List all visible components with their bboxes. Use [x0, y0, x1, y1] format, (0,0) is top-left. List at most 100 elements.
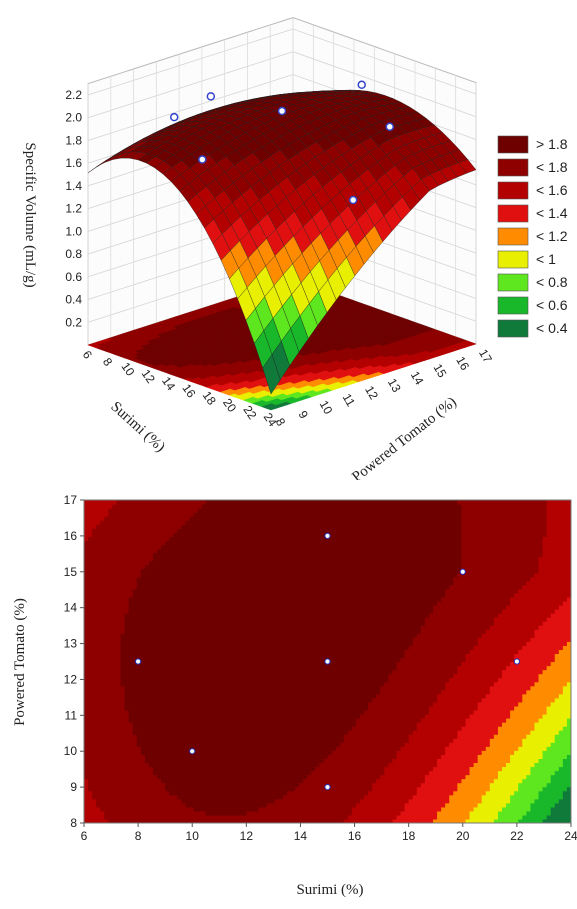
contour-cell [120, 750, 126, 755]
contour-cell [213, 633, 219, 638]
contour-cell [116, 709, 122, 715]
contour-cell [169, 568, 174, 574]
contour-cell [84, 786, 89, 792]
contour-cell [120, 657, 126, 663]
contour-cell [165, 794, 170, 800]
contour-cell [197, 794, 203, 800]
contour-cell [185, 576, 191, 582]
contour-cell [197, 536, 203, 541]
contour-cell [177, 536, 182, 541]
contour-cell [140, 613, 146, 618]
contour-cell [189, 617, 195, 622]
contour-cell [96, 508, 101, 513]
contour-cell [217, 621, 223, 626]
contour-cell [209, 766, 215, 772]
contour-cell [185, 544, 191, 550]
contour-cell [185, 673, 191, 679]
contour-cell [124, 508, 130, 513]
contour-cell [148, 770, 154, 776]
contour-cell [88, 592, 93, 598]
contour-cell [108, 592, 114, 598]
contour-cell [124, 798, 130, 804]
contour-cell [120, 814, 126, 820]
contour-cell [205, 693, 211, 699]
contour-cell [209, 588, 215, 594]
contour-cell [193, 669, 199, 675]
contour-cell [173, 609, 178, 614]
contour-cell [124, 556, 130, 562]
contour-cell [169, 802, 174, 808]
contour-cell [165, 548, 170, 554]
contour-cell [144, 568, 150, 574]
contour-cell [100, 709, 105, 715]
contour-cell [189, 774, 195, 780]
y-tick-label: 14 [408, 369, 427, 388]
contour-cell [209, 516, 215, 521]
contour-cell [140, 536, 146, 541]
contour-cell [108, 548, 114, 554]
contour-cell [88, 500, 93, 505]
contour-cell [108, 576, 114, 582]
contour-cell [128, 669, 134, 675]
z-tick-label: 1.4 [65, 179, 82, 193]
contour-cell [169, 730, 174, 735]
contour-cell [132, 713, 138, 719]
contour-cell [100, 641, 105, 646]
contour-cell [157, 633, 162, 638]
contour-cell [173, 685, 178, 691]
contour-cell [185, 580, 191, 586]
contour-cell [185, 528, 191, 533]
contour-cell [169, 504, 174, 509]
contour-cell [193, 762, 199, 768]
contour-cell [205, 524, 211, 529]
contour-cell [161, 802, 166, 808]
contour-cell [193, 613, 199, 618]
legend-swatch [497, 158, 529, 177]
contour-cell [181, 701, 187, 707]
contour-cell [136, 750, 142, 755]
contour-cell [173, 742, 178, 747]
contour-cell [205, 802, 211, 808]
contour-cell [177, 584, 182, 590]
contour-cell [88, 726, 93, 731]
contour-cell [100, 516, 105, 521]
contour-cell [148, 810, 154, 816]
contour-cell [92, 746, 97, 751]
contour-cell [88, 778, 93, 784]
contour-cell [213, 669, 219, 675]
contour-cell [185, 552, 191, 558]
contour-cell [152, 504, 158, 509]
contour-cell [209, 564, 215, 570]
contour-cell [96, 726, 101, 731]
contour-cell [193, 544, 199, 550]
contour-cell [197, 548, 203, 554]
contour-cell [112, 681, 118, 687]
contour-cell [132, 544, 138, 550]
contour-cell [177, 649, 182, 655]
contour-cell [152, 621, 158, 626]
contour-cell [104, 588, 109, 594]
contour-cell [136, 705, 142, 711]
contour-cell [104, 669, 109, 675]
contour-cell [148, 786, 154, 792]
contour-cell [112, 701, 118, 707]
contour-cell [201, 794, 207, 800]
legend-label: < 1.2 [536, 228, 568, 244]
contour-cell [140, 693, 146, 699]
contour-cell [217, 560, 223, 566]
contour-cell [173, 512, 178, 517]
contour-cell [173, 758, 178, 764]
contour-cell [140, 738, 146, 743]
contour-cell [221, 786, 227, 792]
contour-cell [193, 588, 199, 594]
contour-cell [213, 738, 219, 743]
contour-cell [201, 653, 207, 659]
contour-cell [165, 568, 170, 574]
contour-cell [185, 584, 191, 590]
contour-cell [112, 617, 118, 622]
contour-cell [157, 532, 162, 537]
contour-cell [120, 726, 126, 731]
contour-cell [205, 576, 211, 582]
contour-cell [213, 592, 219, 598]
contour-cell [157, 649, 162, 655]
